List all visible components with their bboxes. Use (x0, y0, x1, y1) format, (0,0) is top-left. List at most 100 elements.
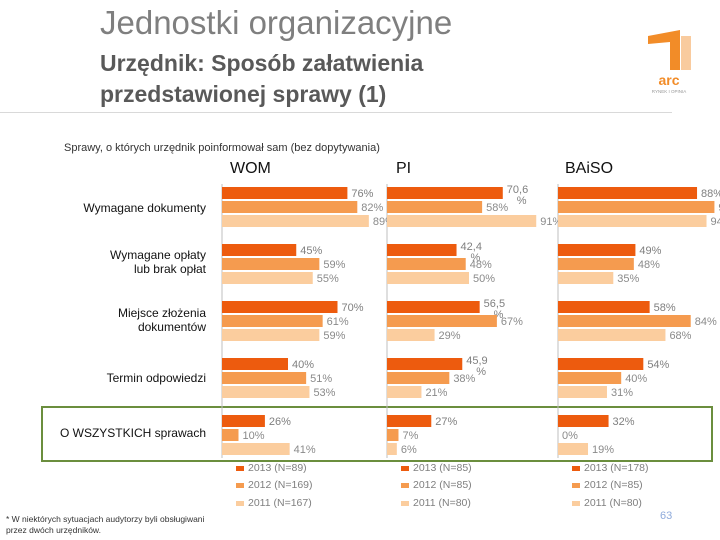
data-label: 45% (300, 245, 322, 257)
legend-swatch (236, 483, 244, 488)
bar (558, 315, 691, 327)
data-label: 58% (486, 202, 508, 214)
data-label: 53% (313, 387, 335, 399)
bar (222, 258, 320, 270)
data-label: 26% (269, 416, 291, 428)
bar (387, 315, 497, 327)
category-label: Termin odpowiedzi (106, 371, 206, 385)
data-label: 29% (439, 330, 461, 342)
bar (387, 258, 466, 270)
bar (222, 244, 297, 256)
data-label: 94% (711, 216, 720, 228)
data-label: 6% (401, 444, 417, 456)
category-label: Wymagane dokumenty (83, 201, 206, 215)
bar (387, 372, 450, 384)
legend-label: 2013 (N=178) (584, 462, 649, 474)
bar (558, 372, 622, 384)
bar (558, 215, 707, 227)
legend-swatch (401, 483, 409, 488)
data-label: 55% (317, 273, 339, 285)
data-label: 68% (669, 330, 691, 342)
bar (222, 301, 338, 313)
bar (387, 429, 399, 441)
bar (222, 329, 320, 341)
legend-swatch (401, 501, 409, 506)
legend-swatch (401, 466, 409, 471)
data-label: 88% (701, 188, 720, 200)
footnote: * W niektórych sytuacjach audytorzy byli… (6, 514, 205, 535)
title-divider (0, 112, 672, 113)
slide-title: Jednostki organizacyjne (100, 4, 453, 41)
bar (387, 215, 537, 227)
data-label: 40% (292, 359, 314, 371)
bar (558, 272, 614, 284)
logo-mark-shade-icon (681, 36, 691, 70)
category-label: O WSZYSTKICH sprawach (59, 426, 206, 440)
data-label: 70% (342, 302, 364, 314)
legend-label: 2013 (N=89) (248, 462, 307, 474)
bar (558, 443, 589, 455)
bar (387, 244, 457, 256)
data-label: 32% (613, 416, 635, 428)
bar (222, 272, 313, 284)
category-label: Miejsce złożenia dokumentów (117, 306, 206, 334)
slide-subtitle: Urzędnik: Sposób załatwienia przedstawio… (100, 50, 424, 107)
bar (222, 201, 358, 213)
bar (558, 415, 609, 427)
legend-label: 2013 (N=85) (413, 462, 472, 474)
bar (222, 415, 265, 427)
arc-logo: arc RYNEK I OPINIA (648, 30, 691, 94)
bar (558, 301, 650, 313)
data-label: 35% (617, 273, 639, 285)
data-label: 61% (327, 316, 349, 328)
legend-swatch (236, 501, 244, 506)
bar (387, 443, 397, 455)
data-label: 48% (470, 259, 492, 271)
bar (558, 244, 636, 256)
data-label: 48% (638, 259, 660, 271)
data-label: 82% (361, 202, 383, 214)
data-label: 84% (695, 316, 717, 328)
data-label: 76% (351, 188, 373, 200)
bar (222, 429, 239, 441)
bar (558, 258, 634, 270)
data-label: 91% (540, 216, 562, 228)
page-number: 63 (660, 510, 673, 522)
highlight-box (41, 406, 713, 462)
data-label: 59% (323, 259, 345, 271)
bar (222, 386, 310, 398)
logo-mark-icon (648, 30, 680, 70)
category-label: Wymagane opłaty lub brak opłat (110, 248, 206, 276)
legend-label: 2012 (N=85) (413, 479, 472, 491)
data-label: 0% (562, 430, 578, 442)
data-label: 58% (654, 302, 676, 314)
legend-swatch (572, 501, 580, 506)
data-label: 38% (453, 373, 475, 385)
panel-title-wom: WOM (230, 160, 271, 177)
data-label: 70,6% (507, 184, 528, 207)
data-label: 41% (294, 444, 316, 456)
bar (222, 358, 288, 370)
bar (558, 329, 666, 341)
bar (387, 415, 432, 427)
bar (387, 187, 503, 199)
legend-label: 2011 (N=80) (584, 497, 642, 509)
data-label: 54% (647, 359, 669, 371)
legend-label: 2012 (N=85) (584, 479, 643, 491)
bar (387, 272, 469, 284)
legend-swatch (236, 466, 244, 471)
bar (222, 187, 348, 199)
data-label: 49% (639, 245, 661, 257)
data-label: 31% (611, 387, 633, 399)
data-label: 21% (425, 387, 447, 399)
data-label: 56,5% (484, 298, 505, 321)
panel-title-pi: PI (396, 160, 412, 177)
bar (222, 372, 307, 384)
data-label: 59% (323, 330, 345, 342)
bar (387, 201, 483, 213)
data-label: 7% (402, 430, 418, 442)
bar (558, 358, 644, 370)
data-label: 40% (625, 373, 647, 385)
data-label: 51% (310, 373, 332, 385)
